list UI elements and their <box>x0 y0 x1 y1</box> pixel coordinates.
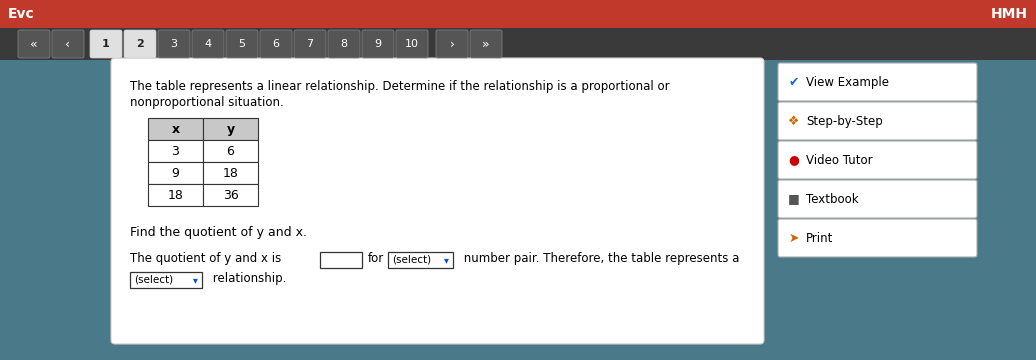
Bar <box>148 118 203 140</box>
Text: 18: 18 <box>168 189 183 202</box>
Text: ▾: ▾ <box>193 275 198 285</box>
Text: for: for <box>368 252 384 265</box>
Text: (select): (select) <box>392 255 431 265</box>
FancyBboxPatch shape <box>778 63 977 101</box>
Text: 10: 10 <box>405 39 419 49</box>
Text: «: « <box>30 37 37 50</box>
Bar <box>203 184 258 206</box>
Text: number pair. Therefore, the table represents a: number pair. Therefore, the table repres… <box>460 252 740 265</box>
FancyBboxPatch shape <box>260 30 292 58</box>
Bar <box>148 140 203 162</box>
Text: y: y <box>227 122 234 135</box>
Text: »: » <box>482 37 490 50</box>
Text: 8: 8 <box>341 39 347 49</box>
FancyBboxPatch shape <box>778 141 977 179</box>
Bar <box>388 252 453 268</box>
Text: ■: ■ <box>788 193 800 206</box>
FancyBboxPatch shape <box>18 30 50 58</box>
Bar <box>148 162 203 184</box>
FancyBboxPatch shape <box>192 30 224 58</box>
FancyBboxPatch shape <box>90 30 122 58</box>
FancyBboxPatch shape <box>436 30 468 58</box>
Bar <box>130 272 202 288</box>
Bar <box>320 252 362 268</box>
FancyBboxPatch shape <box>470 30 502 58</box>
Text: Textbook: Textbook <box>806 193 859 206</box>
FancyBboxPatch shape <box>294 30 326 58</box>
Text: Print: Print <box>806 231 833 244</box>
Text: ●: ● <box>788 153 800 166</box>
FancyBboxPatch shape <box>396 30 428 58</box>
Text: 2: 2 <box>136 39 144 49</box>
Text: 7: 7 <box>307 39 314 49</box>
FancyBboxPatch shape <box>328 30 359 58</box>
Text: Evc: Evc <box>8 7 35 21</box>
Text: View Example: View Example <box>806 76 889 89</box>
FancyBboxPatch shape <box>124 30 156 58</box>
Text: relationship.: relationship. <box>209 272 286 285</box>
Text: ➤: ➤ <box>788 231 799 244</box>
Text: Step-by-Step: Step-by-Step <box>806 114 883 127</box>
Text: 3: 3 <box>172 144 179 158</box>
Bar <box>203 140 258 162</box>
Text: Find the quotient of y and x.: Find the quotient of y and x. <box>130 226 307 239</box>
Text: The table represents a linear relationship. Determine if the relationship is a p: The table represents a linear relationsh… <box>130 80 669 93</box>
FancyBboxPatch shape <box>778 219 977 257</box>
Text: HMH: HMH <box>991 7 1028 21</box>
Text: nonproportional situation.: nonproportional situation. <box>130 96 284 109</box>
Text: 9: 9 <box>374 39 381 49</box>
FancyBboxPatch shape <box>52 30 84 58</box>
Text: ▾: ▾ <box>443 255 449 265</box>
FancyBboxPatch shape <box>778 102 977 140</box>
FancyBboxPatch shape <box>778 180 977 218</box>
Text: 36: 36 <box>223 189 238 202</box>
Bar <box>0 0 1036 28</box>
Text: 9: 9 <box>172 166 179 180</box>
FancyBboxPatch shape <box>159 30 190 58</box>
Bar <box>0 28 1036 60</box>
Text: 3: 3 <box>171 39 177 49</box>
Text: 6: 6 <box>227 144 234 158</box>
Text: ❖: ❖ <box>788 114 800 127</box>
Text: (select): (select) <box>134 275 173 285</box>
Bar <box>203 118 258 140</box>
Bar <box>148 184 203 206</box>
Text: ✔: ✔ <box>788 76 799 89</box>
Text: ›: › <box>450 37 455 50</box>
Text: 4: 4 <box>204 39 211 49</box>
Bar <box>203 162 258 184</box>
Text: x: x <box>171 122 179 135</box>
FancyBboxPatch shape <box>111 58 764 344</box>
Text: Video Tutor: Video Tutor <box>806 153 872 166</box>
Text: The quotient of y and x is: The quotient of y and x is <box>130 252 281 265</box>
Text: 18: 18 <box>223 166 238 180</box>
Text: ‹: ‹ <box>65 37 70 50</box>
Text: 5: 5 <box>238 39 246 49</box>
Text: 6: 6 <box>272 39 280 49</box>
Text: 1: 1 <box>103 39 110 49</box>
FancyBboxPatch shape <box>362 30 394 58</box>
FancyBboxPatch shape <box>226 30 258 58</box>
